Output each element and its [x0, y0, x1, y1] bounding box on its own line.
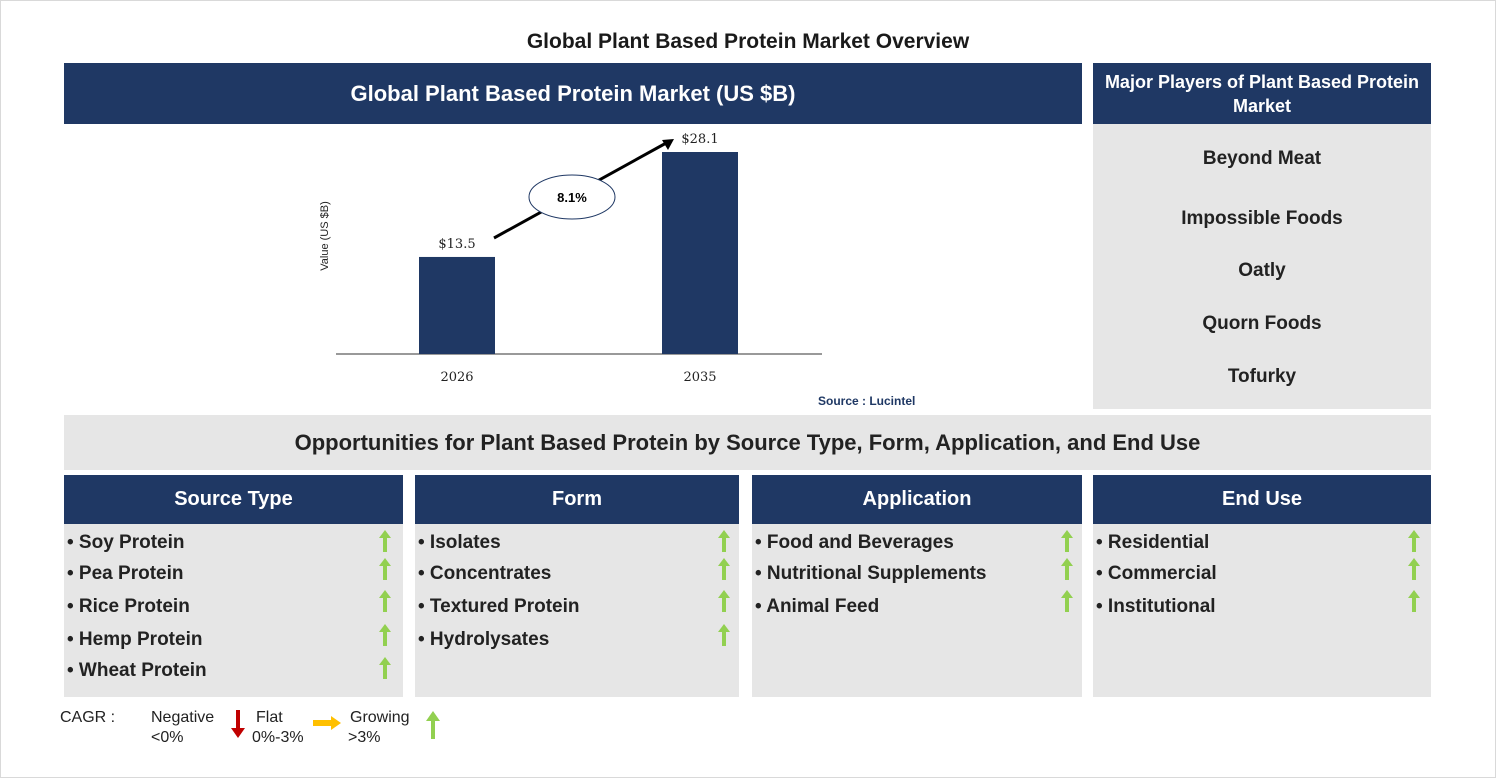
source-type-item: • Hemp Protein: [67, 629, 203, 650]
up-arrow-icon: [426, 711, 440, 739]
form-item: • Concentrates: [418, 563, 552, 584]
end-use-item: • Residential: [1096, 532, 1210, 553]
player-item: Tofurky: [1227, 366, 1297, 387]
end-use-item: • Institutional: [1096, 596, 1216, 617]
bar-value-label: $28.1: [681, 132, 718, 147]
right-arrow-icon: [313, 716, 341, 730]
page-title: Global Plant Based Protein Market Overvi…: [526, 30, 970, 53]
cagr-ellipse: [528, 174, 616, 220]
player-item: Oatly: [1238, 260, 1286, 281]
form-item: • Textured Protein: [418, 596, 580, 617]
up-arrow-icon: [1408, 558, 1420, 580]
legend-flat-range: 0%-3%: [252, 729, 304, 746]
up-arrow-icon: [379, 530, 391, 552]
up-arrow-icon: [718, 530, 730, 552]
application-header: Application: [752, 475, 1082, 524]
legend-growing-range: >3%: [348, 729, 381, 746]
x-tick-label: 2026: [440, 370, 473, 385]
up-arrow-icon: [379, 590, 391, 612]
form-item: • Hydrolysates: [418, 629, 550, 650]
source-type-item: • Soy Protein: [67, 532, 185, 553]
player-item: Beyond Meat: [1202, 148, 1322, 169]
up-arrow-icon: [1408, 530, 1420, 552]
cagr-arrow-head: [662, 139, 674, 150]
source-type-item: • Rice Protein: [67, 596, 190, 617]
bar-2026: [419, 256, 495, 354]
source-type-header: Source Type: [64, 475, 403, 524]
bar-2035: [662, 152, 738, 354]
application-item: • Nutritional Supplements: [755, 563, 987, 584]
up-arrow-icon: [1061, 590, 1073, 612]
player-item: Impossible Foods: [1181, 208, 1343, 229]
end-use-panel: • Residential • Commercial • Institution…: [1093, 524, 1431, 697]
y-axis-label: Value (US $B): [319, 201, 331, 271]
form-panel: • Isolates • Concentrates • Textured Pro…: [415, 524, 739, 697]
bar-group: $13.5 2026 $28.1 2035: [419, 132, 738, 385]
players-panel: Beyond Meat Impossible Foods Oatly Quorn…: [1093, 124, 1431, 409]
up-arrow-icon: [379, 558, 391, 580]
players-header: Major Players of Plant Based Protein Mar…: [1093, 63, 1431, 124]
legend-negative-range: <0%: [151, 729, 184, 746]
form-item: • Isolates: [418, 532, 501, 553]
market-chart-header: Global Plant Based Protein Market (US $B…: [64, 63, 1082, 124]
up-arrow-icon: [1408, 590, 1420, 612]
end-use-header: End Use: [1093, 475, 1431, 524]
legend-growing-label: Growing: [350, 709, 410, 726]
up-arrow-icon: [1061, 558, 1073, 580]
x-tick-label: 2035: [683, 370, 716, 385]
up-arrow-icon: [379, 657, 391, 679]
bar-value-label: $13.5: [438, 237, 475, 252]
up-arrow-icon: [718, 558, 730, 580]
opportunities-title: Opportunities for Plant Based Protein by…: [64, 415, 1431, 470]
form-header: Form: [415, 475, 739, 524]
application-item: • Food and Beverages: [755, 532, 954, 553]
legend-negative-label: Negative: [151, 709, 215, 726]
source-type-panel: • Soy Protein • Pea Protein • Rice Prote…: [64, 524, 403, 697]
legend-flat-label: Flat: [256, 709, 283, 726]
legend-label: CAGR :: [60, 709, 116, 726]
end-use-item: • Commercial: [1096, 563, 1217, 584]
market-bar-chart: $13.5 2026 $28.1 2035 Value (US $B) 8.1%: [319, 132, 822, 385]
up-arrow-icon: [1061, 530, 1073, 552]
application-panel: • Food and Beverages • Nutritional Suppl…: [752, 524, 1082, 697]
down-arrow-icon: [231, 710, 245, 738]
up-arrow-icon: [718, 624, 730, 646]
source-type-item: • Wheat Protein: [67, 660, 207, 681]
cagr-label: 8.1%: [557, 190, 587, 205]
player-item: Quorn Foods: [1202, 313, 1322, 334]
source-note: Source : Lucintel: [818, 394, 916, 408]
application-item: • Animal Feed: [755, 596, 880, 617]
up-arrow-icon: [718, 590, 730, 612]
up-arrow-icon: [379, 624, 391, 646]
source-type-item: • Pea Protein: [67, 563, 184, 584]
